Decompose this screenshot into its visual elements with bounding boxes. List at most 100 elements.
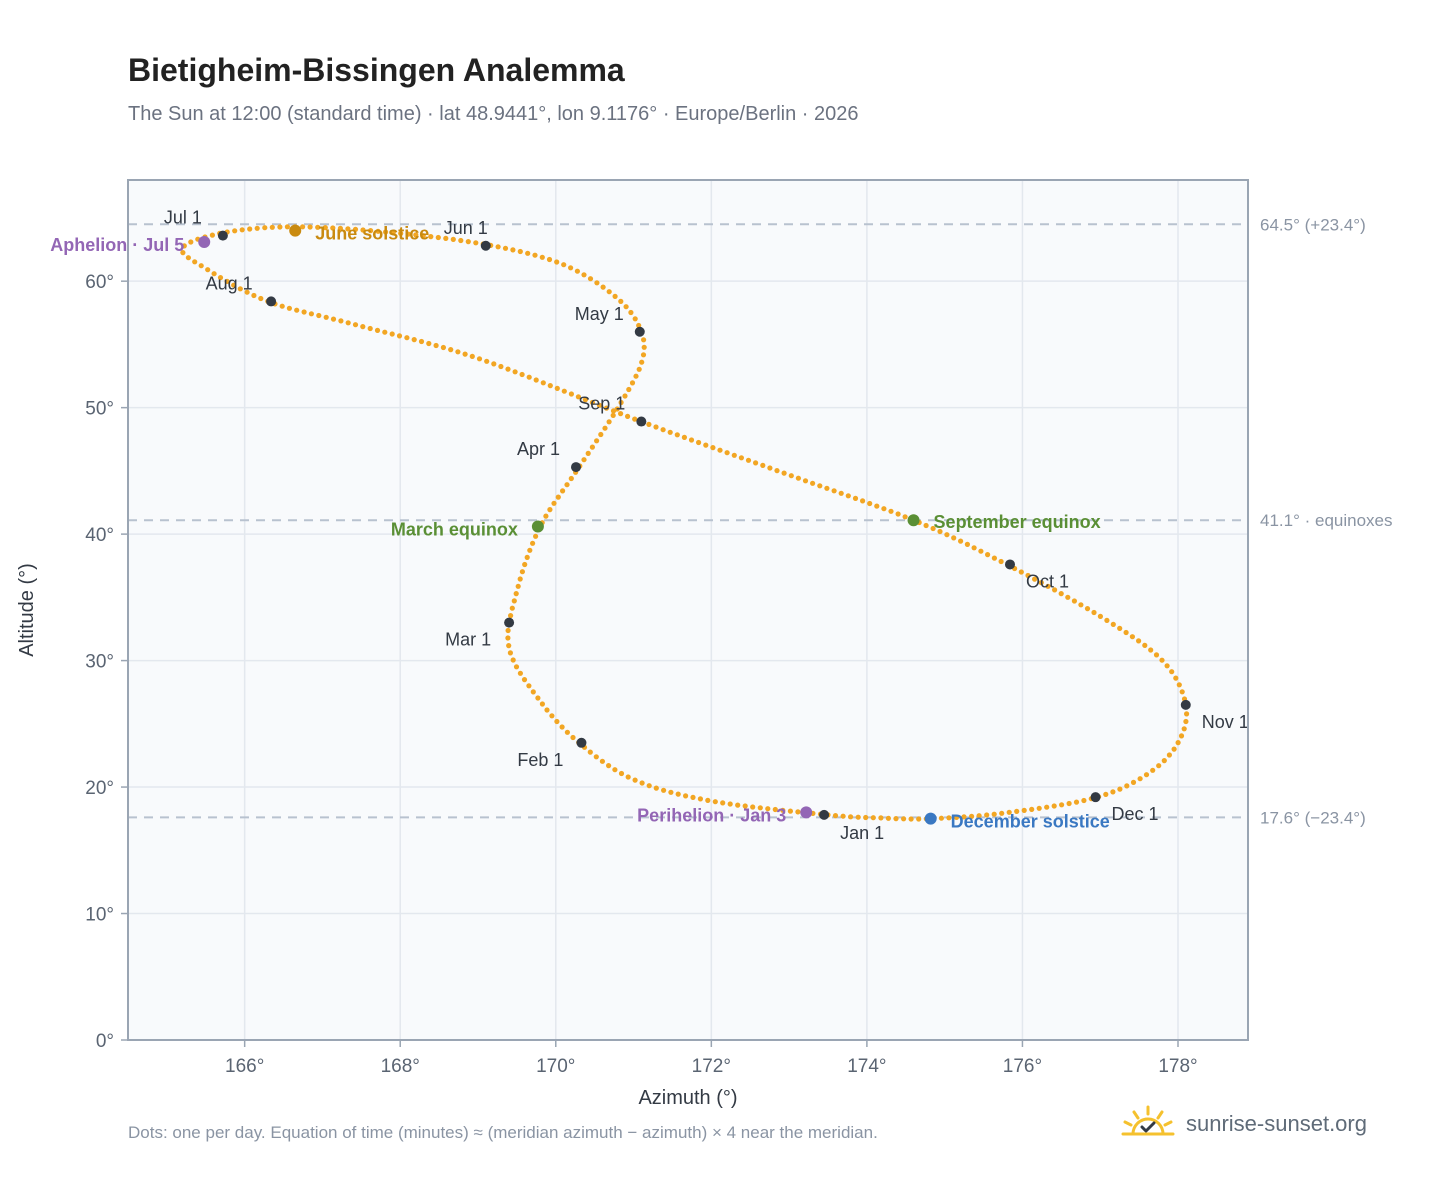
daily-sun-dot — [330, 316, 337, 322]
daily-sun-dot — [863, 814, 869, 821]
daily-sun-dot — [549, 713, 555, 719]
daily-sun-dot — [232, 228, 238, 234]
daily-sun-dot — [632, 777, 638, 783]
daily-sun-dot — [345, 320, 351, 326]
daily-sun-dot — [224, 278, 230, 284]
daily-sun-dot — [753, 460, 759, 466]
footnote: Dots: one per day. Equation of time (min… — [128, 1123, 878, 1142]
daily-sun-dot — [1071, 598, 1077, 604]
daily-sun-dot — [217, 275, 224, 281]
daily-sun-dot — [724, 450, 730, 456]
daily-sun-dot — [767, 465, 773, 471]
daily-sun-dot — [448, 347, 454, 353]
daily-sun-dot — [774, 468, 780, 474]
daily-sun-dot — [888, 508, 894, 514]
month-marker — [1005, 559, 1015, 570]
reference-line-label: 64.5° (+23.4°) — [1260, 215, 1366, 234]
daily-sun-dot — [838, 490, 844, 496]
daily-sun-dot — [547, 383, 553, 389]
daily-sun-dot — [984, 812, 990, 818]
daily-sun-dot — [209, 232, 215, 238]
daily-sun-dot — [1110, 789, 1116, 795]
daily-sun-dot — [512, 369, 518, 375]
daily-sun-dot — [632, 416, 638, 422]
daily-sun-dot — [1038, 580, 1044, 586]
daily-sun-dot — [902, 514, 908, 520]
daily-sun-dot — [383, 229, 389, 235]
daily-sun-dot — [181, 243, 187, 249]
daily-sun-dot — [750, 804, 756, 810]
x-tick-label: 176° — [1003, 1056, 1042, 1077]
daily-sun-dot — [1123, 629, 1129, 636]
reference-line-label: 17.6° (−23.4°) — [1260, 808, 1366, 827]
daily-sun-dot — [727, 801, 733, 807]
month-marker — [819, 809, 830, 820]
daily-sun-dot — [1183, 718, 1189, 725]
event-label: March equinox — [391, 520, 518, 540]
daily-sun-dot — [878, 815, 884, 821]
daily-sun-dot — [360, 227, 366, 233]
daily-sun-dot — [1136, 638, 1142, 644]
y-tick-label: 60° — [85, 272, 114, 293]
daily-sun-dot — [1171, 746, 1177, 752]
daily-sun-dot — [991, 811, 997, 817]
daily-sun-dot — [618, 399, 624, 406]
daily-sun-dot — [667, 429, 673, 435]
daily-sun-dot — [610, 408, 617, 414]
daily-sun-dot — [554, 385, 560, 391]
daily-sun-dot — [832, 813, 839, 819]
daily-sun-dot — [519, 569, 526, 575]
daily-sun-dot — [587, 276, 594, 282]
daily-sun-dot — [1143, 772, 1150, 778]
daily-sun-dot — [625, 774, 631, 780]
daily-sun-dot — [251, 292, 257, 299]
brand-name: sunrise-sunset.org — [1186, 1111, 1367, 1136]
daily-sun-dot — [1051, 803, 1057, 809]
daily-sun-dot — [971, 545, 977, 551]
daily-sun-dot — [824, 485, 830, 491]
daily-sun-dot — [831, 488, 837, 494]
daily-sun-dot — [668, 789, 674, 795]
y-axis-label: Altitude (°) — [16, 563, 38, 657]
daily-sun-dot — [606, 419, 612, 425]
month-marker — [576, 737, 587, 748]
daily-sun-dot — [1045, 583, 1051, 589]
daily-sun-dot — [1173, 675, 1179, 681]
daily-sun-dot — [559, 724, 565, 730]
daily-sun-dot — [368, 228, 374, 234]
daily-sun-dot — [469, 353, 475, 359]
daily-sun-dot — [742, 803, 748, 809]
daily-sun-dot — [885, 815, 892, 821]
daily-sun-dot — [411, 337, 417, 343]
daily-sun-dot — [462, 351, 468, 357]
daily-sun-dot — [946, 815, 952, 821]
daily-sun-dot — [1078, 602, 1084, 608]
daily-sun-dot — [961, 814, 967, 820]
daily-sun-dot — [1117, 786, 1123, 792]
daily-sun-dot — [515, 583, 521, 589]
daily-sun-dot — [418, 338, 425, 345]
daily-sun-dot — [772, 806, 778, 813]
daily-sun-dot — [1130, 779, 1137, 786]
daily-sun-dot — [760, 462, 766, 468]
reference-lines: 64.5° (+23.4°) 41.1° · equinoxes 17.6° (−2… — [128, 215, 1393, 827]
event-marker — [198, 235, 211, 248]
daily-sun-dot — [626, 386, 632, 393]
daily-sun-dot — [893, 816, 899, 822]
daily-sun-dot — [625, 413, 631, 419]
daily-sun-dot — [999, 810, 1005, 816]
daily-sun-dot — [180, 250, 186, 256]
daily-sun-dot — [286, 305, 292, 311]
daily-sun-dot — [307, 224, 313, 230]
daily-sun-dot — [735, 802, 741, 808]
daily-sun-dot — [544, 707, 550, 713]
month-label: Aug 1 — [206, 273, 253, 293]
daily-sun-dot — [951, 535, 957, 541]
month-label: Nov 1 — [1202, 712, 1249, 732]
month-label: Oct 1 — [1026, 571, 1069, 591]
daily-sun-dot — [594, 280, 600, 286]
daily-sun-dot — [1059, 802, 1065, 808]
brand-logo[interactable]: sunrise-sunset.org — [1120, 1102, 1367, 1146]
daily-sun-dot — [337, 225, 343, 231]
